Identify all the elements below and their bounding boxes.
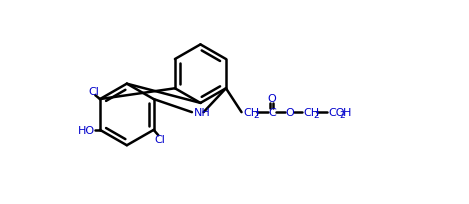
Text: CO: CO xyxy=(328,108,345,118)
Text: CH: CH xyxy=(243,108,259,118)
Text: H: H xyxy=(343,108,351,118)
Text: C: C xyxy=(268,108,276,118)
Text: HO: HO xyxy=(77,125,95,135)
Text: 2: 2 xyxy=(253,110,259,119)
Text: CH: CH xyxy=(303,108,320,118)
Text: Cl: Cl xyxy=(154,134,165,144)
Text: Cl: Cl xyxy=(88,87,99,97)
Text: O: O xyxy=(285,108,294,118)
Text: O: O xyxy=(267,94,276,104)
Text: NH: NH xyxy=(194,108,210,118)
Text: 2: 2 xyxy=(339,110,345,119)
Text: 2: 2 xyxy=(314,110,319,119)
